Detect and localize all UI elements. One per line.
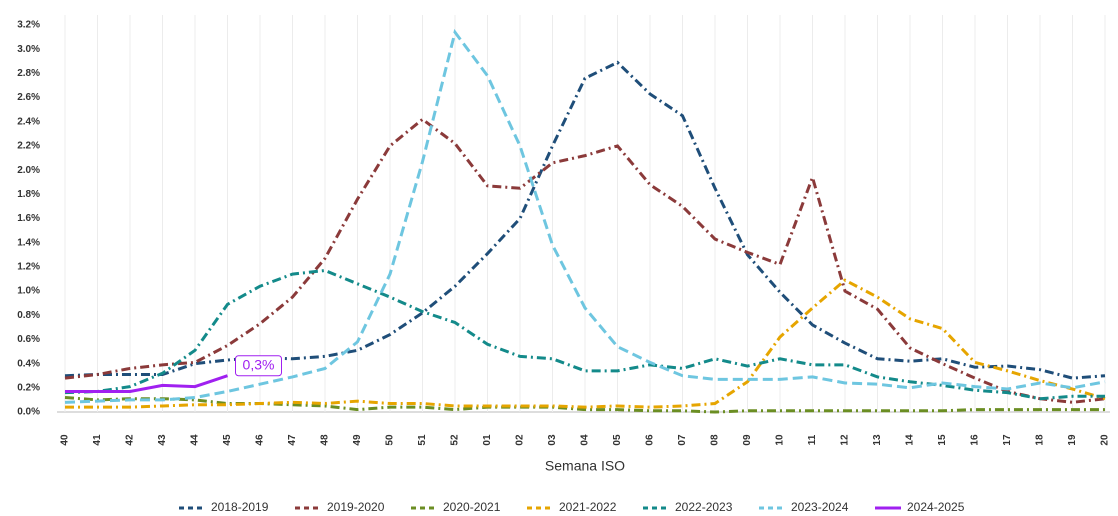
x-tick-label: 44: [190, 434, 201, 446]
x-tick-label: 18: [1035, 434, 1046, 446]
x-tick-label: 19: [1067, 434, 1078, 446]
series-line: [64, 117, 1106, 404]
x-tick-label: 03: [547, 434, 558, 446]
x-tick-label: 50: [385, 434, 396, 446]
x-tick-label: 41: [92, 434, 103, 446]
y-tick-label: 3.0%: [17, 44, 40, 55]
x-axis-title: Semana ISO: [545, 458, 625, 474]
x-tick-label: 49: [352, 434, 363, 446]
x-tick-label: 12: [840, 434, 851, 446]
data-label-text: 0,3%: [243, 356, 275, 372]
y-tick-label: 0.2%: [17, 382, 40, 393]
x-tick-label: 51: [417, 434, 428, 446]
x-tick-label: 14: [905, 434, 916, 446]
x-tick-label: 06: [645, 434, 656, 446]
legend-label: 2022-2023: [675, 500, 733, 514]
y-tick-label: 0.8%: [17, 310, 40, 321]
x-tick-label: 13: [872, 434, 883, 446]
y-tick-label: 2.8%: [17, 68, 40, 79]
series-line: [64, 28, 1106, 404]
series-line: [65, 374, 228, 393]
data-label-box: [235, 355, 282, 377]
x-tick-label: 17: [1002, 434, 1013, 446]
y-tick-label: 2.6%: [17, 92, 40, 103]
x-tick-label: 20: [1100, 434, 1111, 446]
x-tick-label: 05: [612, 434, 623, 446]
y-tick-label: 2.4%: [17, 116, 40, 127]
x-tick-label: 09: [742, 434, 753, 446]
x-tick-label: 46: [255, 434, 266, 446]
legend-label: 2024-2025: [907, 500, 965, 514]
x-tick-label: 07: [677, 434, 688, 446]
legend-label: 2021-2022: [559, 500, 617, 514]
y-tick-label: 1.8%: [17, 189, 40, 200]
x-tick-label: 48: [320, 434, 331, 446]
x-tick-label: 47: [287, 434, 298, 446]
y-tick-label: 2.0%: [17, 165, 40, 176]
x-tick-label: 02: [515, 434, 526, 446]
legend-label: 2023-2024: [791, 500, 849, 514]
y-tick-label: 1.4%: [17, 237, 40, 248]
x-tick-label: 10: [775, 434, 786, 446]
x-tick-label: 08: [710, 434, 721, 446]
series-line: [65, 278, 1106, 409]
legend-label: 2018-2019: [211, 500, 269, 514]
x-tick-label: 15: [937, 434, 948, 446]
y-tick-label: 1.2%: [17, 262, 40, 273]
y-tick-label: 0.6%: [17, 334, 40, 345]
y-tick-label: 3.2%: [17, 20, 40, 31]
x-tick-label: 43: [157, 434, 168, 446]
y-tick-label: 0.0%: [17, 407, 40, 418]
y-tick-label: 0.4%: [17, 358, 40, 369]
x-tick-label: 01: [482, 434, 493, 446]
legend-label: 2019-2020: [327, 500, 385, 514]
x-tick-label: 11: [807, 434, 818, 445]
x-tick-label: 52: [450, 434, 461, 446]
legend-label: 2020-2021: [443, 500, 501, 514]
x-tick-label: 40: [60, 434, 71, 446]
y-tick-label: 1.0%: [17, 286, 40, 297]
x-tick-label: 16: [970, 434, 981, 446]
y-tick-label: 1.6%: [17, 213, 40, 224]
x-tick-label: 45: [222, 434, 233, 446]
data-label: 0,3%: [235, 355, 282, 377]
x-tick-label: 04: [580, 434, 591, 446]
y-tick-label: 2.2%: [17, 141, 40, 152]
x-tick-label: 42: [125, 434, 136, 446]
